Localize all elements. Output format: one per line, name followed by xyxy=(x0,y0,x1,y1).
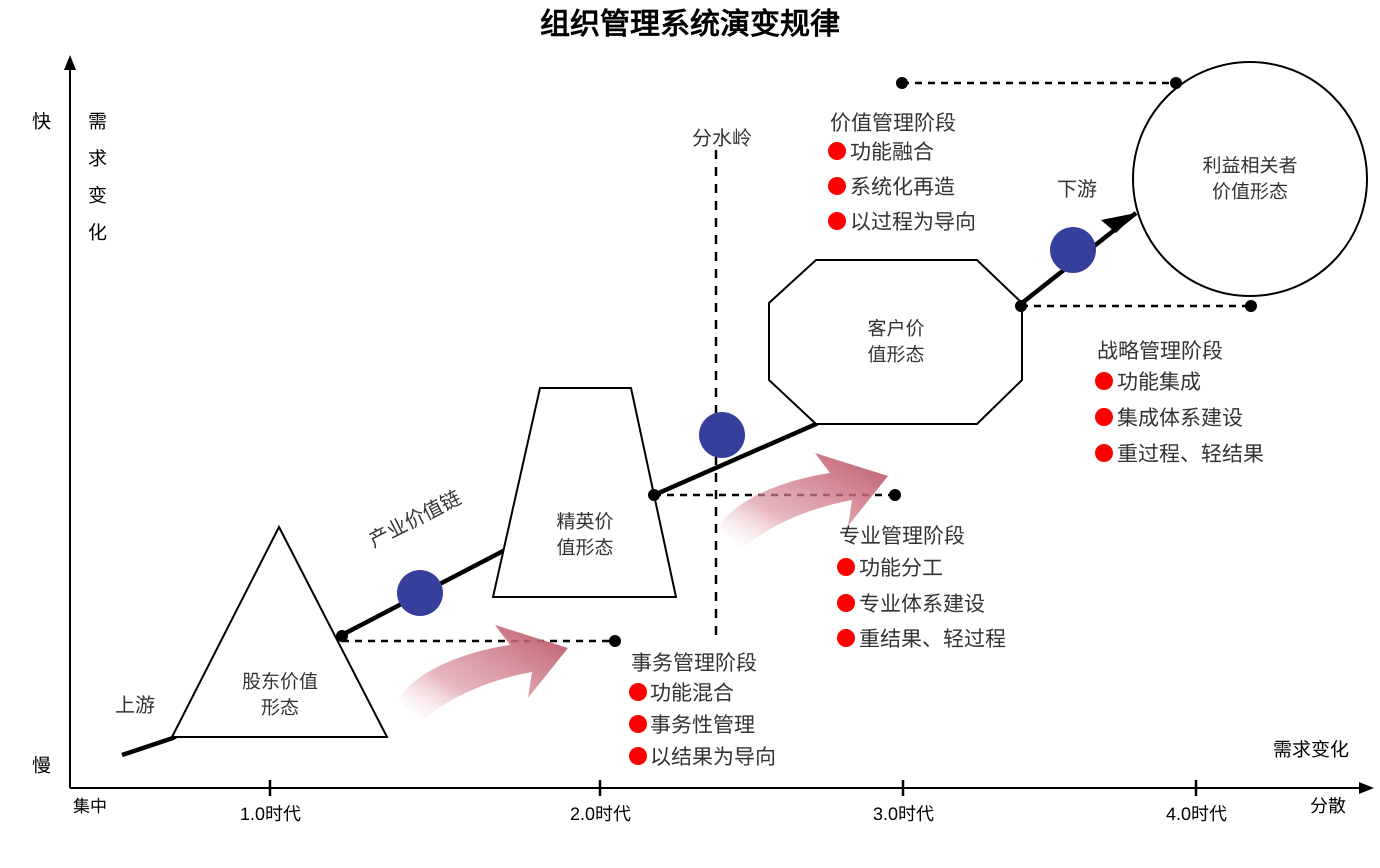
svg-text:产业价值链: 产业价值链 xyxy=(366,487,465,552)
svg-text:系统化再造: 系统化再造 xyxy=(850,176,955,199)
svg-text:战略管理阶段: 战略管理阶段 xyxy=(1097,340,1223,363)
svg-text:事务管理阶段: 事务管理阶段 xyxy=(631,652,757,675)
svg-text:慢: 慢 xyxy=(32,756,51,777)
svg-text:分散: 分散 xyxy=(1310,796,1346,816)
svg-text:重过程、轻结果: 重过程、轻结果 xyxy=(1117,443,1264,466)
svg-text:功能集成: 功能集成 xyxy=(1117,371,1201,394)
svg-text:精英价: 精英价 xyxy=(556,512,613,533)
svg-text:集成体系建设: 集成体系建设 xyxy=(1117,407,1243,430)
svg-text:价值形态: 价值形态 xyxy=(1212,181,1288,203)
svg-text:变: 变 xyxy=(88,185,107,207)
svg-text:求: 求 xyxy=(88,149,107,170)
svg-text:利益相关者: 利益相关者 xyxy=(1202,156,1297,177)
svg-text:1.0时代: 1.0时代 xyxy=(240,804,301,824)
svg-text:股东价值: 股东价值 xyxy=(242,671,318,693)
svg-text:3.0时代: 3.0时代 xyxy=(873,804,934,824)
svg-text:需求变化: 需求变化 xyxy=(1273,739,1349,761)
svg-text:化: 化 xyxy=(88,223,107,244)
svg-text:分水岭: 分水岭 xyxy=(692,128,752,150)
svg-text:专业管理阶段: 专业管理阶段 xyxy=(839,525,965,548)
svg-text:以结果为导向: 以结果为导向 xyxy=(650,746,776,769)
svg-text:以过程为导向: 以过程为导向 xyxy=(850,211,976,234)
svg-text:4.0时代: 4.0时代 xyxy=(1166,804,1227,824)
svg-text:组织管理系统演变规律: 组织管理系统演变规律 xyxy=(540,7,840,41)
svg-text:下游: 下游 xyxy=(1057,179,1097,201)
svg-text:上游: 上游 xyxy=(115,695,155,717)
svg-text:2.0时代: 2.0时代 xyxy=(570,804,631,824)
svg-text:事务性管理: 事务性管理 xyxy=(650,714,755,737)
svg-text:价值管理阶段: 价值管理阶段 xyxy=(830,112,956,135)
svg-text:客户价: 客户价 xyxy=(867,318,924,340)
svg-text:功能混合: 功能混合 xyxy=(650,682,734,705)
svg-text:功能融合: 功能融合 xyxy=(850,141,934,164)
svg-text:值形态: 值形态 xyxy=(867,344,924,366)
svg-text:集中: 集中 xyxy=(73,797,107,816)
svg-text:专业体系建设: 专业体系建设 xyxy=(859,593,985,616)
svg-text:需: 需 xyxy=(88,112,107,133)
svg-text:快: 快 xyxy=(32,112,51,133)
svg-text:重结果、轻过程: 重结果、轻过程 xyxy=(859,628,1006,651)
svg-text:值形态: 值形态 xyxy=(556,537,613,559)
svg-text:形态: 形态 xyxy=(261,697,299,719)
svg-text:功能分工: 功能分工 xyxy=(859,557,943,580)
